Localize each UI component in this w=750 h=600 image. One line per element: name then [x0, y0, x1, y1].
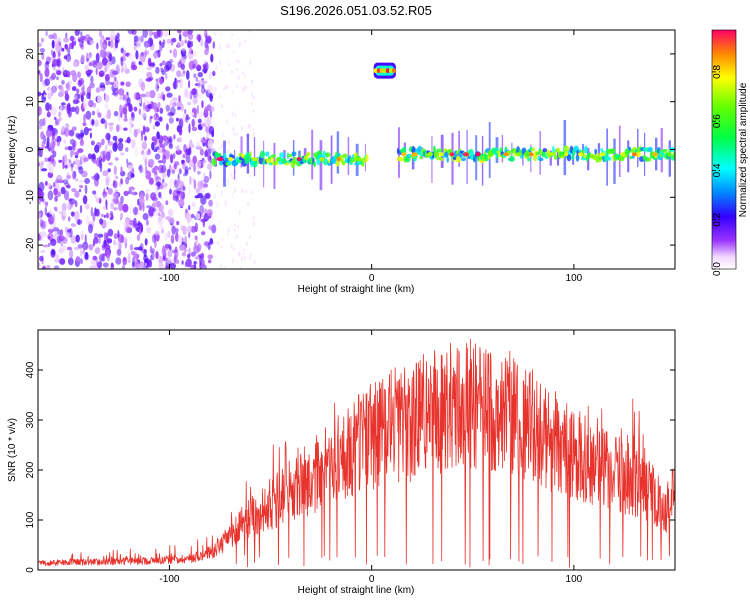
chart-title: S196.2026.051.03.52.R05 [280, 3, 432, 18]
snr-y-axis-title: SNR (10 * v/v) [7, 418, 18, 482]
spectrogram-y-axis-title: Frequency (Hz) [7, 116, 18, 185]
snr-plot-frame [37, 329, 676, 571]
snr-series-line [38, 338, 675, 568]
colorbar-tick-label: 0.2 [712, 212, 723, 226]
colorbar-axis: 0.0 0.2 0.4 0.6 0.8 [711, 29, 737, 276]
spectrogram-x-axis-title: Height of straight line (km) [298, 284, 415, 295]
x-tick-label: 0 [369, 273, 375, 284]
y-tick-label: 200 [25, 461, 36, 478]
y-tick-label: 0 [25, 567, 36, 573]
colorbar-tick-label: 0.8 [712, 64, 723, 78]
y-tick-label: 400 [25, 361, 36, 378]
x-tick-label: -100 [159, 273, 179, 284]
x-tick-label: 100 [566, 574, 583, 585]
snr-x-axis-title: Height of straight line (km) [298, 585, 415, 596]
x-tick-label: -100 [159, 574, 179, 585]
colorbar-tick-label: 0.0 [712, 262, 723, 276]
y-tick-label: 0 [25, 146, 36, 152]
y-tick-label: 10 [25, 96, 36, 108]
spectrogram-heatmap [38, 30, 675, 269]
colorbar: 0.0 0.2 0.4 0.6 0.8 Normalized spectral ampl… [711, 29, 749, 276]
x-tick-label: 100 [566, 273, 583, 284]
x-tick-label: 0 [369, 574, 375, 585]
snr-panel: -100 0 100 0 100 200 300 400 Height of straight… [7, 329, 676, 596]
y-tick-label: 100 [25, 511, 36, 528]
y-tick-label: -20 [25, 237, 36, 252]
colorbar-gradient [712, 30, 736, 269]
snr-axes: -100 0 100 0 100 200 300 400 [25, 330, 675, 585]
y-tick-label: -10 [25, 190, 36, 205]
colorbar-tick-label: 0.6 [712, 114, 723, 128]
colorbar-tick-label: 0.4 [712, 163, 723, 177]
colorbar-title: Normalized spectral amplitude [738, 82, 749, 217]
y-tick-label: 300 [25, 411, 36, 428]
y-tick-label: 20 [25, 48, 36, 60]
colorbar-frame [711, 29, 737, 270]
